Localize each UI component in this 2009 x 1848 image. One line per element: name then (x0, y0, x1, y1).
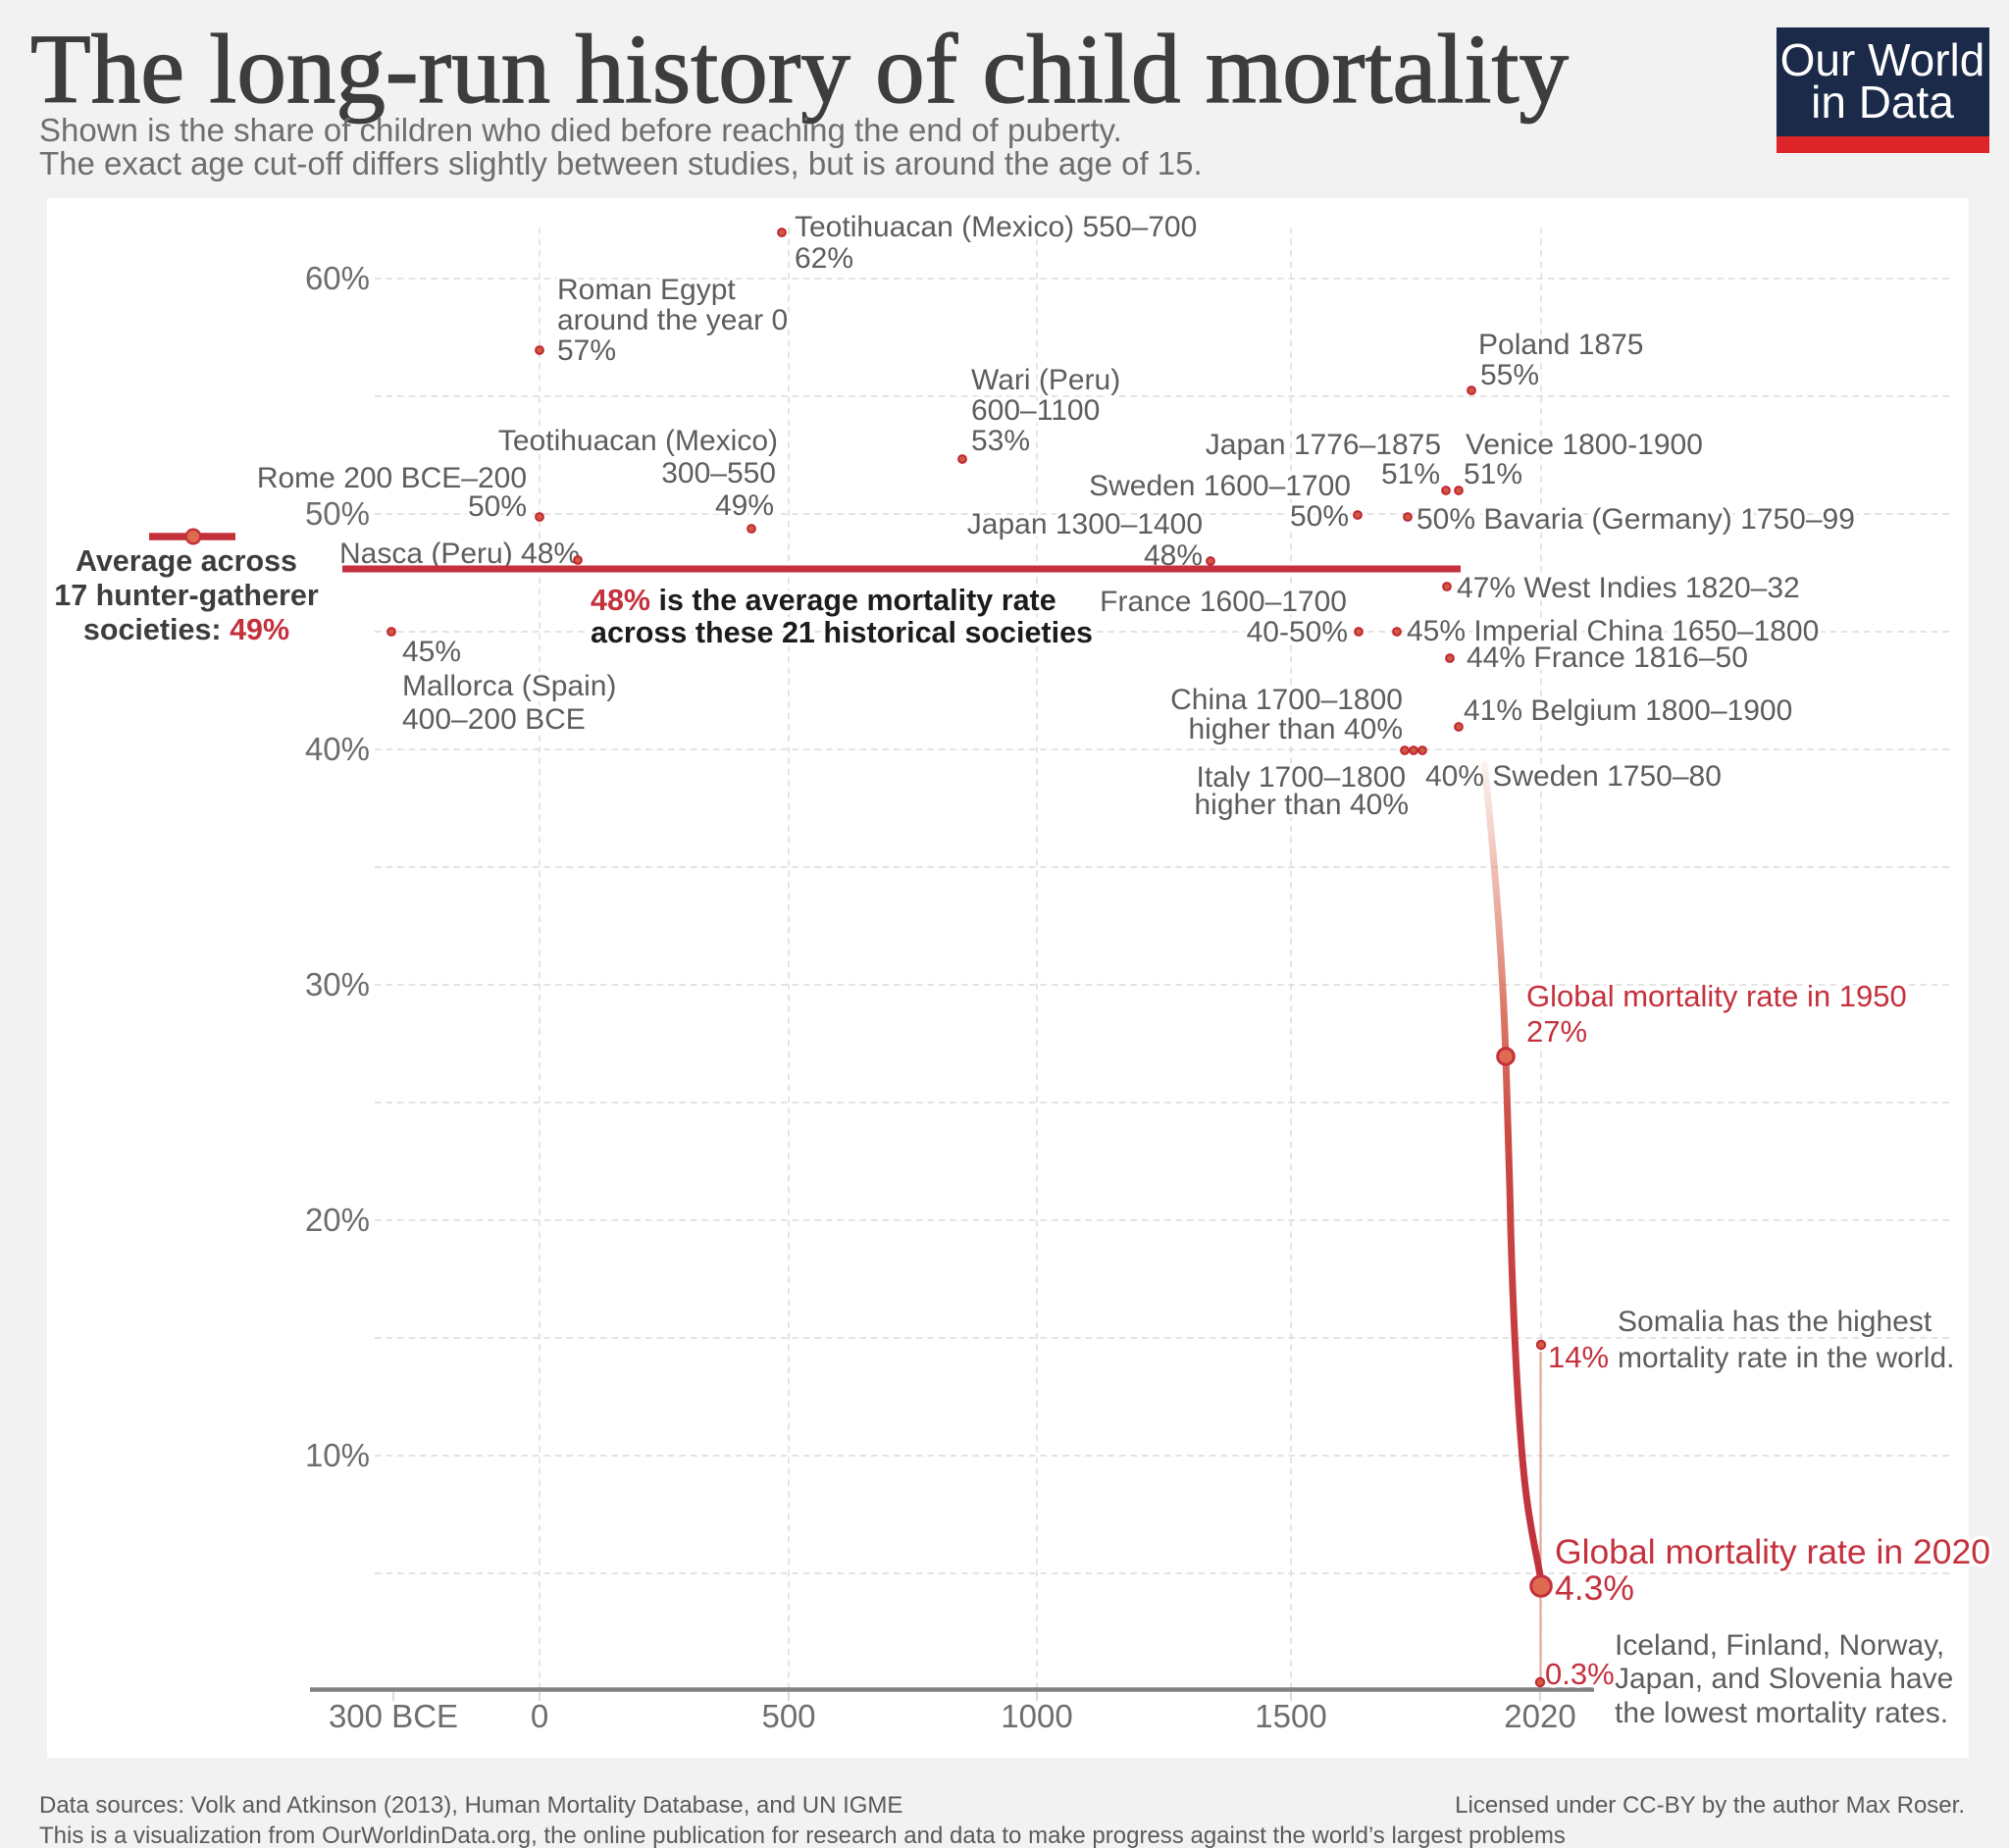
svg-text:300 BCE: 300 BCE (329, 1698, 458, 1734)
svg-text:higher than 40%: higher than 40% (1195, 789, 1410, 821)
svg-text:0.3%: 0.3% (1545, 1657, 1615, 1691)
svg-text:The long-run history of child: The long-run history of child mortality (30, 14, 1570, 124)
svg-text:The exact age cut-off differs: The exact age cut-off differs slightly b… (39, 145, 1203, 181)
svg-text:400–200 BCE: 400–200 BCE (402, 703, 586, 736)
svg-text:Rome 200 BCE–200: Rome 200 BCE–200 (257, 462, 527, 494)
svg-text:higher than 40%: higher than 40% (1189, 713, 1404, 745)
svg-text:Licensed under CC-BY by the au: Licensed under CC-BY by the author Max R… (1455, 1792, 1965, 1819)
svg-text:Japan 1776–1875: Japan 1776–1875 (1206, 429, 1441, 461)
svg-text:Venice 1800-1900: Venice 1800-1900 (1466, 429, 1703, 461)
svg-text:50%: 50% (468, 490, 527, 523)
svg-text:societies: 49%: societies: 49% (83, 613, 289, 646)
svg-text:This is a visualization from O: This is a visualization from OurWorldinD… (39, 1822, 1566, 1848)
svg-text:in Data: in Data (1811, 77, 1954, 128)
svg-text:47% West Indies 1820–32: 47% West Indies 1820–32 (1457, 572, 1800, 604)
svg-text:20%: 20% (305, 1202, 370, 1238)
svg-text:Japan, and Slovenia have: Japan, and Slovenia have (1615, 1663, 1953, 1695)
svg-text:China 1700–1800: China 1700–1800 (1170, 684, 1403, 716)
svg-text:Average across: Average across (76, 544, 297, 578)
svg-text:France 1600–1700: France 1600–1700 (1100, 586, 1347, 618)
svg-text:45% Imperial China 1650–1800: 45% Imperial China 1650–1800 (1407, 615, 1819, 647)
svg-text:Data sources: Volk and Atkinso: Data sources: Volk and Atkinson (2013), … (39, 1792, 902, 1819)
svg-text:Somalia has the highest: Somalia has the highest (1618, 1306, 1932, 1338)
svg-text:44% France 1816–50: 44% France 1816–50 (1467, 642, 1748, 674)
svg-text:40%: 40% (305, 731, 370, 767)
svg-text:Mallorca (Spain): Mallorca (Spain) (402, 670, 616, 702)
svg-text:1000: 1000 (1001, 1698, 1072, 1734)
svg-text:around the year 0: around the year 0 (557, 304, 788, 336)
svg-text:30%: 30% (305, 966, 370, 1002)
svg-text:27%: 27% (1526, 1014, 1587, 1049)
svg-text:48% is the average mortality r: 48% is the average mortality rate (591, 584, 1056, 617)
svg-text:Wari (Peru): Wari (Peru) (971, 364, 1120, 396)
svg-text:300–550: 300–550 (661, 457, 776, 489)
svg-text:51%: 51% (1464, 458, 1522, 490)
svg-text:across these 21 historical soc: across these 21 historical societies (591, 616, 1093, 649)
svg-text:Sweden 1600–1700: Sweden 1600–1700 (1089, 470, 1351, 502)
svg-text:40% Sweden 1750–80: 40% Sweden 1750–80 (1425, 760, 1722, 793)
svg-text:53%: 53% (971, 425, 1030, 457)
svg-text:Italy 1700–1800: Italy 1700–1800 (1196, 761, 1406, 794)
svg-text:14%: 14% (1548, 1340, 1609, 1374)
svg-text:Poland 1875: Poland 1875 (1478, 329, 1644, 361)
svg-text:51%: 51% (1381, 458, 1440, 490)
svg-text:62%: 62% (795, 242, 853, 275)
svg-text:4.3%: 4.3% (1555, 1568, 1634, 1608)
svg-text:60%: 60% (305, 260, 370, 296)
svg-text:mortality rate in the world.: mortality rate in the world. (1618, 1342, 1954, 1374)
svg-text:0: 0 (531, 1698, 548, 1734)
svg-text:50%: 50% (1290, 500, 1349, 533)
svg-text:Japan 1300–1400: Japan 1300–1400 (967, 508, 1203, 540)
svg-text:500: 500 (761, 1698, 815, 1734)
svg-text:41% Belgium 1800–1900: 41% Belgium 1800–1900 (1464, 694, 1792, 727)
svg-text:Nasca (Peru) 48%: Nasca (Peru) 48% (339, 538, 580, 570)
svg-text:Teotihuacan (Mexico): Teotihuacan (Mexico) (498, 425, 778, 457)
svg-text:55%: 55% (1480, 359, 1539, 391)
svg-text:the lowest mortality rates.: the lowest mortality rates. (1615, 1697, 1948, 1729)
svg-text:40-50%: 40-50% (1247, 616, 1348, 648)
svg-text:50% Bavaria (Germany) 1750–99: 50% Bavaria (Germany) 1750–99 (1417, 503, 1855, 536)
svg-text:Global mortality rate in 2020: Global mortality rate in 2020 (1555, 1532, 1990, 1571)
svg-text:49%: 49% (715, 489, 774, 522)
svg-text:10%: 10% (305, 1437, 370, 1473)
svg-text:Global mortality rate in 1950: Global mortality rate in 1950 (1526, 979, 1907, 1013)
svg-text:45%: 45% (402, 636, 461, 668)
svg-text:57%: 57% (557, 334, 616, 367)
svg-text:600–1100: 600–1100 (971, 394, 1100, 427)
svg-text:50%: 50% (305, 495, 370, 532)
svg-text:Roman Egypt: Roman Egypt (557, 274, 736, 306)
svg-text:1500: 1500 (1255, 1698, 1326, 1734)
svg-text:Our World: Our World (1780, 34, 1985, 85)
svg-text:17 hunter-gatherer: 17 hunter-gatherer (54, 579, 319, 612)
svg-text:Shown is the share of children: Shown is the share of children who died … (39, 112, 1122, 148)
svg-text:2020: 2020 (1504, 1698, 1575, 1734)
svg-text:Iceland, Finland, Norway,: Iceland, Finland, Norway, (1615, 1629, 1944, 1662)
svg-text:Teotihuacan (Mexico) 550–700: Teotihuacan (Mexico) 550–700 (795, 211, 1197, 243)
